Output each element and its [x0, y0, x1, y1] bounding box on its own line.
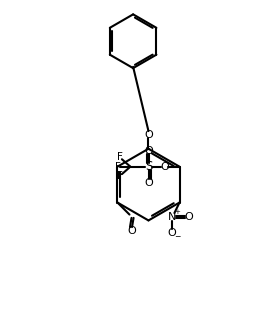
Text: O: O: [160, 162, 169, 172]
Text: F: F: [117, 171, 123, 181]
Text: O: O: [144, 130, 153, 140]
Text: O: O: [167, 228, 176, 238]
Text: −: −: [174, 232, 180, 242]
Text: O: O: [144, 177, 153, 188]
Text: O: O: [144, 146, 153, 156]
Text: S: S: [145, 160, 153, 173]
Text: N: N: [168, 212, 176, 222]
Text: +: +: [174, 209, 180, 215]
Text: O: O: [127, 226, 136, 236]
Text: F: F: [117, 152, 123, 162]
Text: O: O: [184, 212, 193, 222]
Text: F: F: [115, 162, 121, 172]
